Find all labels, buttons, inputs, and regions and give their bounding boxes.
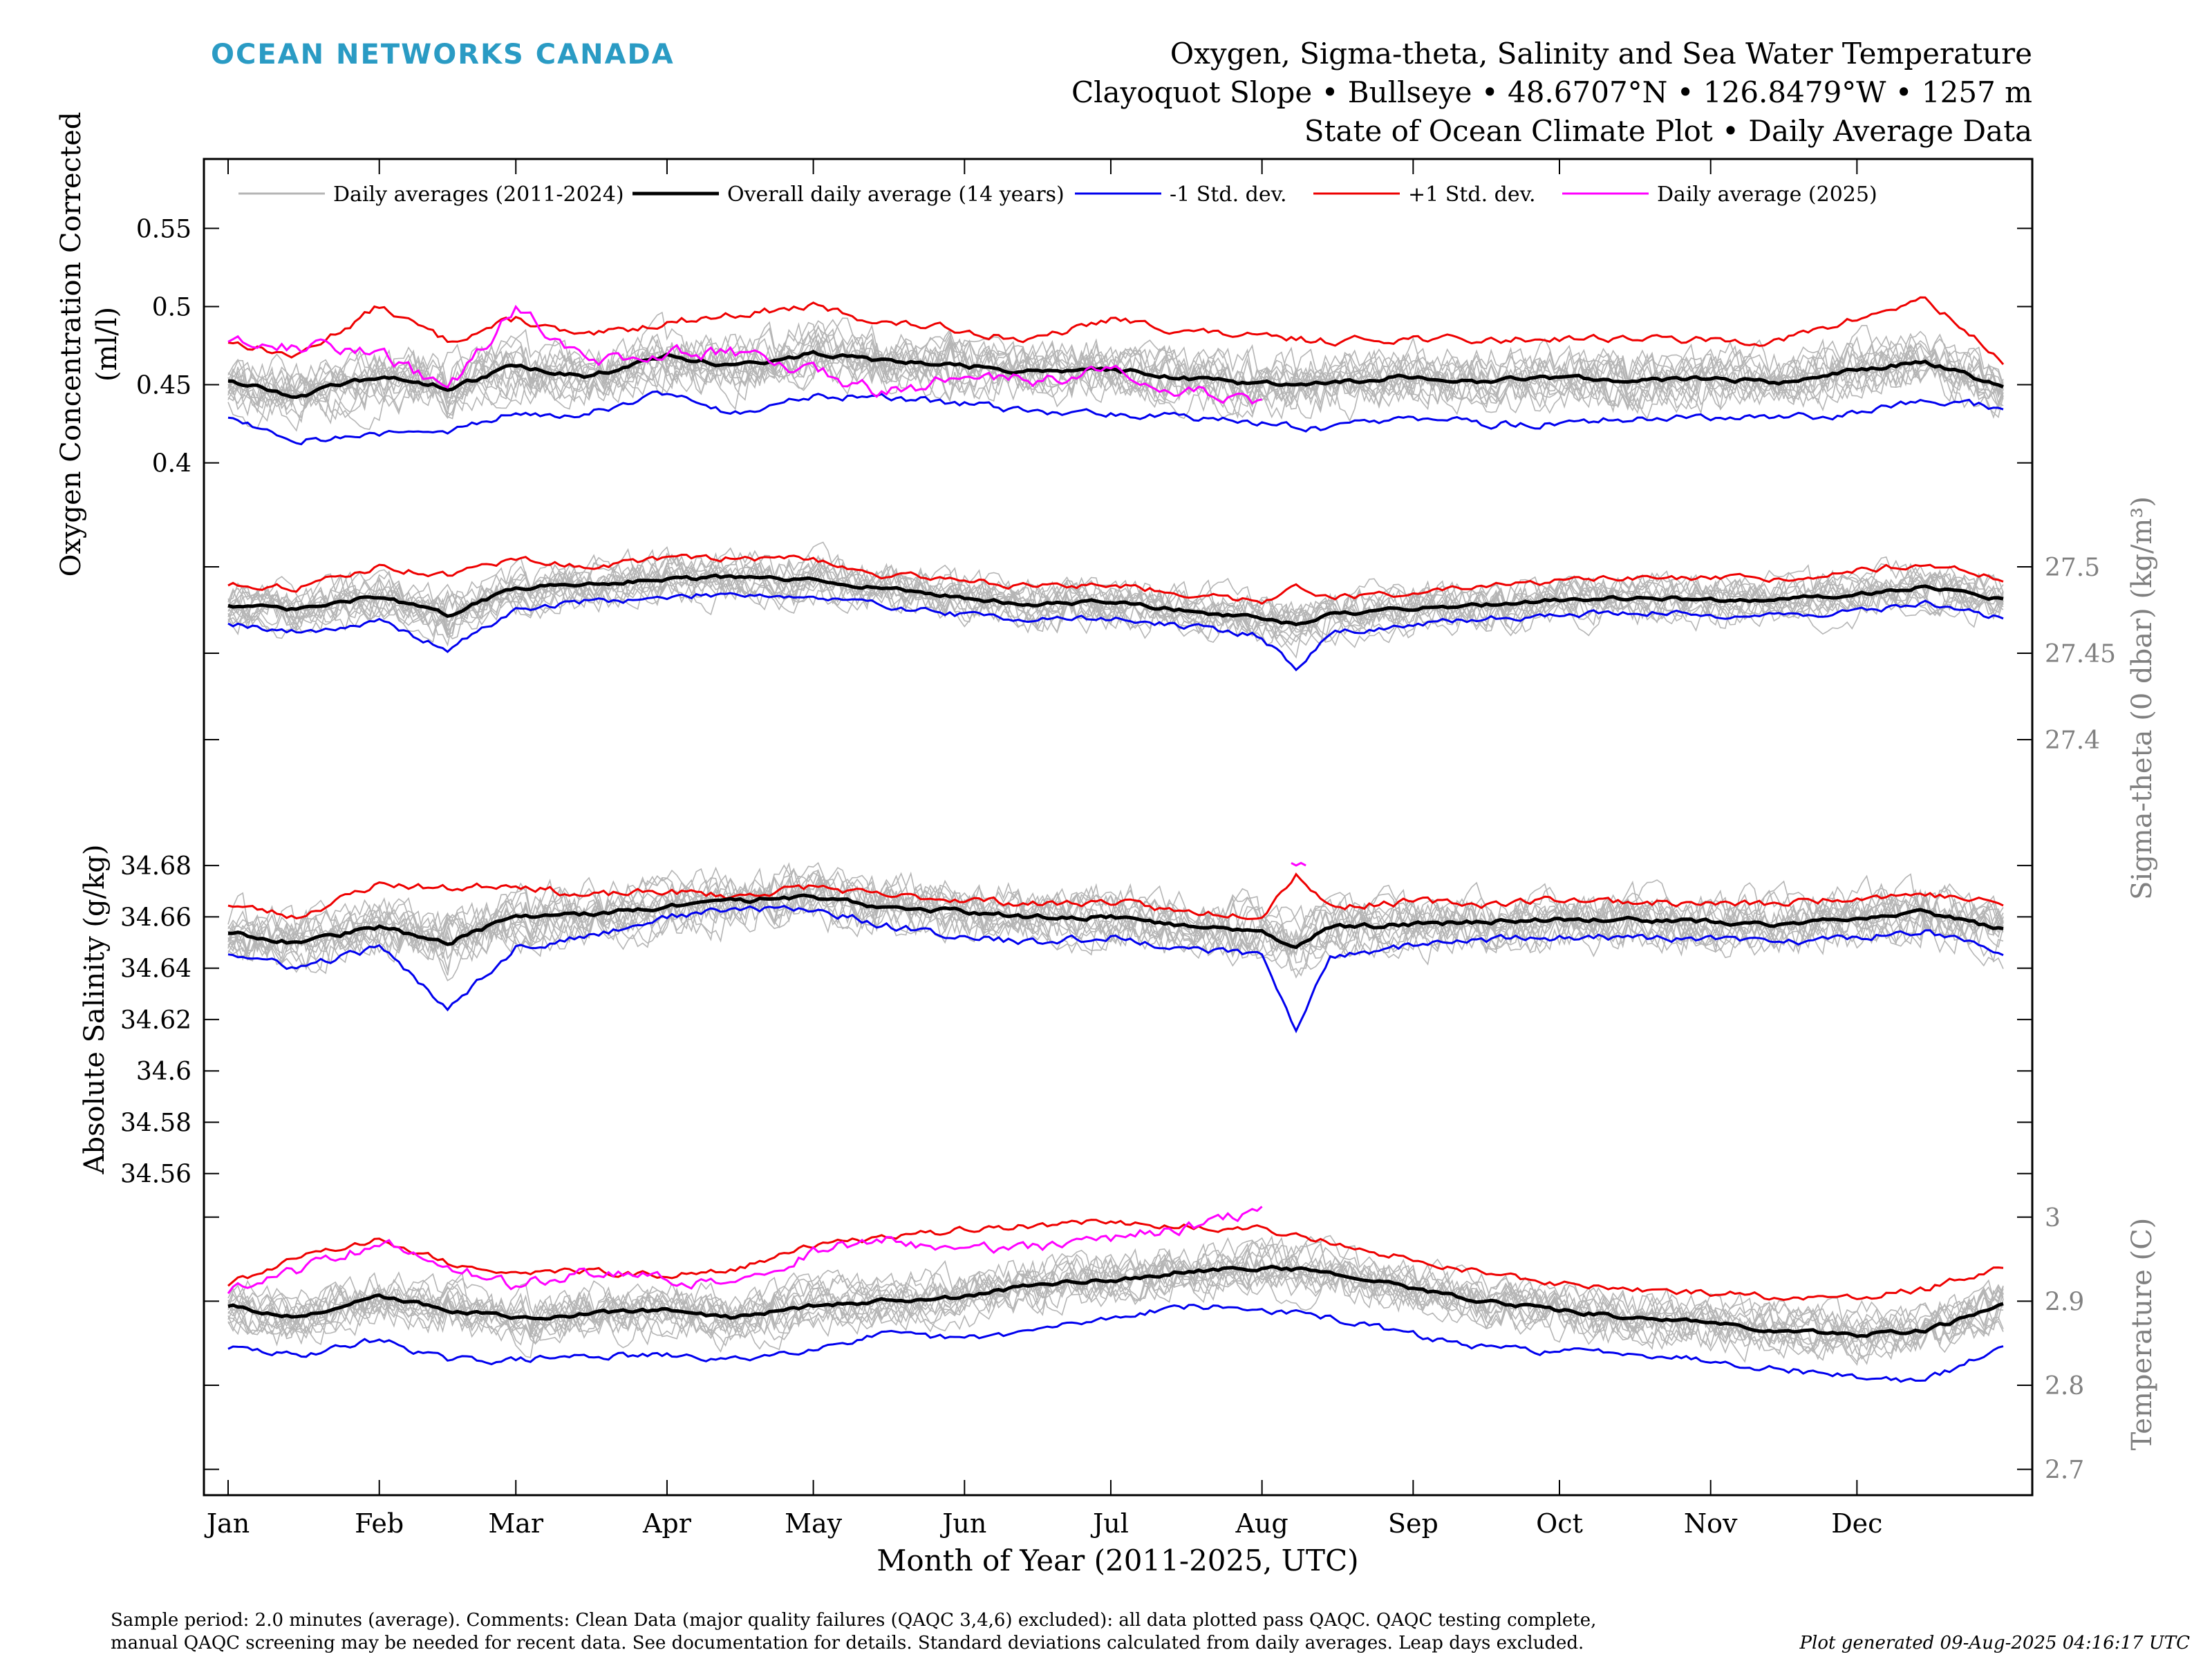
sigma_theta-history-line	[227, 541, 2004, 624]
temperature-tick-label: 2.7	[2045, 1456, 2084, 1485]
temperature-history-line	[227, 1260, 2004, 1360]
salinity-tick-label: 34.58	[120, 1109, 191, 1137]
sigma_theta-overall-mean-line	[227, 573, 2004, 627]
oxygen-tick-label: 0.4	[152, 450, 191, 478]
oxygen-history-line	[227, 319, 2004, 398]
oxygen-tick-label: 0.55	[136, 215, 191, 243]
temperature-tick-label: 3	[2045, 1204, 2061, 1232]
oxygen-plus-std-line	[227, 296, 2005, 366]
footer-note-line1: Sample period: 2.0 minutes (average). Co…	[111, 1610, 1596, 1631]
oxygen-overall-mean-line	[227, 350, 2004, 400]
sigma_theta-plus-std-line	[227, 553, 2004, 605]
salinity-minus-std-line	[227, 904, 2004, 1033]
oxygen-tick-label: 0.45	[136, 372, 191, 400]
footer-note-line2: manual QAQC screening may be needed for …	[111, 1633, 1584, 1653]
oxygen-history-line	[227, 335, 2004, 422]
salinity-tick-label: 34.6	[136, 1058, 191, 1086]
temperature-history-line	[227, 1241, 2004, 1353]
salinity-axis-label: Absolute Salinity (g/kg)	[79, 844, 111, 1174]
temperature-overall-mean-line	[227, 1264, 2004, 1338]
series-group	[227, 296, 2005, 1383]
sigma-theta-axis-label: Sigma-theta (0 dbar) (kg/m³)	[2126, 496, 2158, 900]
legend: Daily averages (2011-2024) Overall daily…	[238, 182, 1877, 207]
sigma_theta-tick-label: 27.4	[2045, 727, 2100, 755]
x-tick-label: Oct	[1536, 1508, 1583, 1539]
x-tick-label: Dec	[1831, 1508, 1882, 1539]
salinity-overall-mean-line	[227, 893, 2004, 950]
history-lines-group	[227, 311, 2004, 1366]
chart-subtitle-type: State of Ocean Climate Plot • Daily Aver…	[1304, 114, 2032, 148]
x-tick-label: Mar	[488, 1508, 544, 1539]
x-tick-label: May	[785, 1508, 843, 1539]
oxygen-axis-label-line1: Oxygen Concentration Corrected	[55, 112, 87, 577]
oxygen-history-line	[227, 320, 2004, 409]
temperature-plus-std-line	[227, 1219, 2004, 1302]
temperature-2025-line	[227, 1206, 1263, 1295]
salinity-plus-std-line	[227, 872, 2004, 921]
chart-title: Oxygen, Sigma-theta, Salinity and Sea Wa…	[1170, 37, 2032, 71]
sigma_theta-history-line	[227, 556, 2004, 635]
sigma_theta-tick-label: 27.5	[2045, 554, 2100, 582]
temperature-tick-label: 2.9	[2045, 1288, 2084, 1316]
x-tick-label: Jul	[1090, 1508, 1129, 1539]
salinity-tick-label: 34.64	[120, 955, 191, 984]
salinity-history-line	[227, 862, 2004, 948]
temperature-history-line	[227, 1255, 2004, 1358]
ocean-networks-canada-logo: OCEAN NETWORKS CANADA	[211, 39, 675, 71]
temperature-axis-label: Temperature (C)	[2126, 1218, 2158, 1451]
temperature-history-line	[227, 1235, 2004, 1336]
salinity-history-line	[227, 872, 2004, 958]
x-tick-label: Sep	[1388, 1508, 1438, 1539]
x-tick-label: Apr	[642, 1508, 692, 1539]
salinity-tick-label: 34.62	[120, 1006, 191, 1035]
x-tick-label: Jan	[204, 1508, 250, 1539]
salinity-tick-label: 34.66	[120, 903, 191, 932]
salinity-history-line	[227, 885, 2004, 982]
x-tick-label: Jun	[939, 1508, 986, 1539]
chart-subtitle-location: Clayoquot Slope • Bullseye • 48.6707°N •…	[1071, 75, 2032, 109]
oxygen-minus-std-line	[227, 390, 2004, 446]
oxygen-history-line	[227, 328, 2004, 411]
sigma_theta-minus-std-line	[227, 592, 2004, 672]
x-axis-label: Month of Year (2011-2025, UTC)	[877, 1544, 1358, 1577]
salinity-tick-label: 34.68	[120, 852, 191, 881]
axes-group: 0.4 0.45 0.5 0.55 27.4 27.45 27.5 34.56 34.58 34.…	[120, 159, 2116, 1539]
oxygen-history-line	[227, 311, 2004, 402]
temperature-tick-label: 2.8	[2045, 1372, 2084, 1400]
sigma_theta-tick-label: 27.45	[2045, 640, 2116, 668]
legend-plus-std-label: +1 Std. dev.	[1408, 182, 1536, 207]
x-tick-label: Feb	[355, 1508, 404, 1539]
salinity-history-line	[227, 879, 2004, 963]
x-tick-label: Nov	[1684, 1508, 1738, 1539]
legend-2025-label: Daily average (2025)	[1657, 182, 1877, 207]
sigma-theta-axis-label-text: Sigma-theta (0 dbar) (kg/m³)	[2126, 496, 2158, 900]
oxygen-tick-label: 0.5	[152, 293, 191, 321]
legend-minus-std-label: -1 Std. dev.	[1170, 182, 1287, 207]
salinity-history-line	[227, 885, 2004, 973]
sigma_theta-history-line	[227, 564, 2004, 646]
oxygen-history-line	[227, 317, 2004, 408]
salinity-2025-line	[1291, 861, 1306, 867]
salinity-tick-label: 34.56	[120, 1161, 191, 1189]
oxygen-history-line	[227, 344, 2004, 432]
legend-history-label: Daily averages (2011-2024)	[333, 182, 624, 207]
oxygen-axis-label-line2: (ml/l)	[91, 307, 123, 382]
oxygen-2025-line	[227, 304, 1262, 405]
temperature-history-line	[227, 1237, 2004, 1335]
temperature-history-line	[227, 1241, 2004, 1347]
plot-generated-timestamp: Plot generated 09-Aug-2025 04:16:17 UTC	[1799, 1633, 2191, 1653]
legend-overall-label: Overall daily average (14 years)	[727, 182, 1065, 207]
x-tick-label: Aug	[1235, 1508, 1288, 1539]
temperature-minus-std-line	[227, 1304, 2004, 1383]
